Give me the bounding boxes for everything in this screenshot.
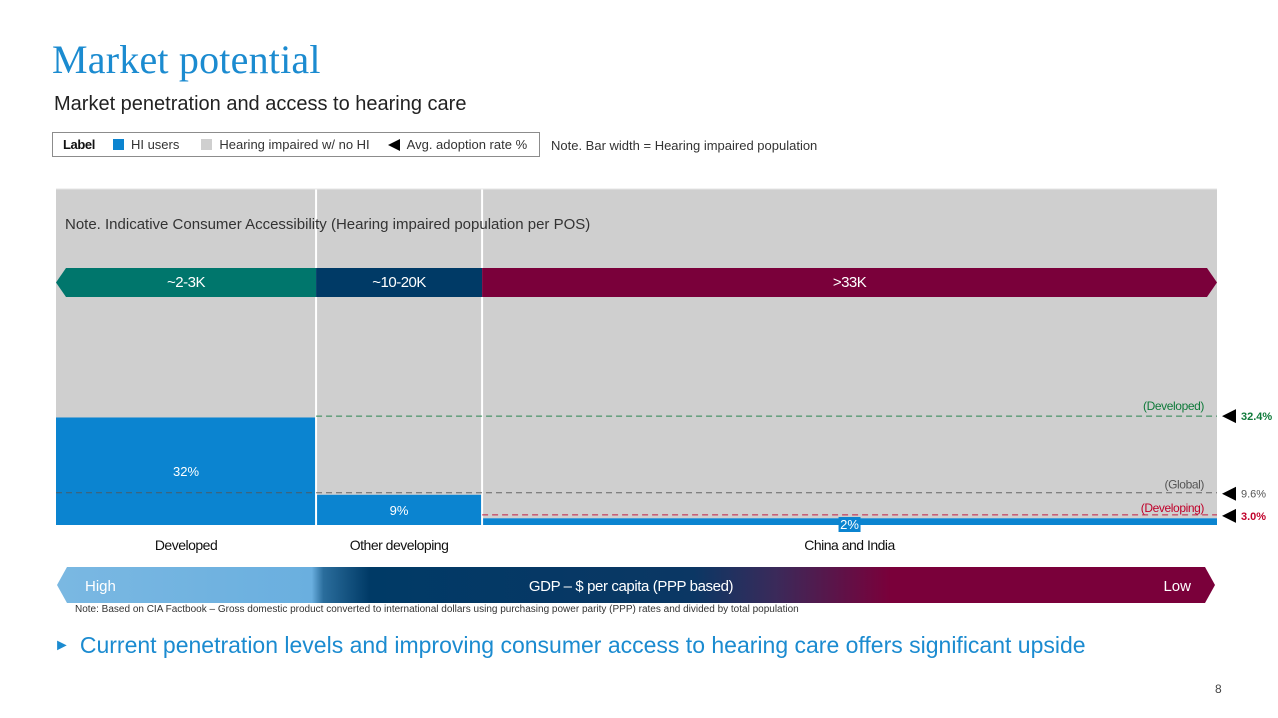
legend-item-no-hi: Hearing impaired w/ no HI bbox=[201, 137, 370, 152]
accessibility-band-1 bbox=[316, 268, 483, 297]
reference-line-name: (Developing) bbox=[1141, 501, 1205, 515]
legend: Label HI users Hearing impaired w/ no HI… bbox=[52, 132, 540, 157]
blue-square-icon bbox=[112, 139, 124, 150]
accessibility-band-0 bbox=[56, 268, 317, 297]
bar-hi-users-0 bbox=[56, 417, 317, 525]
category-label: China and India bbox=[804, 537, 895, 553]
accessibility-band-label: ~2-3K bbox=[167, 274, 205, 291]
left-triangle-icon bbox=[1222, 409, 1236, 424]
bar-width-note: Note. Bar width = Hearing impaired popul… bbox=[551, 138, 818, 153]
accessibility-band-label: ~10-20K bbox=[372, 274, 426, 291]
gdp-high-label: High bbox=[85, 578, 116, 595]
reference-line-name: (Developed) bbox=[1143, 399, 1204, 413]
bar-no-hi-0 bbox=[56, 189, 317, 418]
legend-item-label: Avg. adoption rate % bbox=[406, 137, 528, 152]
bar-no-hi-1 bbox=[316, 189, 483, 495]
reference-line-value: 3.0% bbox=[1241, 511, 1266, 523]
bar-no-hi-2 bbox=[482, 189, 1217, 519]
reference-line-value: 9.6% bbox=[1241, 489, 1266, 501]
gdp-axis-label: GDP – $ per capita (PPP based) bbox=[529, 578, 734, 595]
page-title: Market potential bbox=[52, 37, 321, 82]
legend-item-label: HI users bbox=[130, 137, 180, 152]
data-label: 2% bbox=[840, 517, 859, 532]
bar-hi-users-1 bbox=[316, 494, 483, 525]
legend-label: Label bbox=[63, 137, 95, 152]
legend-item-hi-users: HI users bbox=[112, 137, 180, 152]
gdp-footnote: Note: Based on CIA Factbook – Gross dome… bbox=[75, 604, 799, 615]
data-label: 9% bbox=[390, 503, 409, 518]
gray-square-icon bbox=[201, 139, 213, 150]
accessibility-note: Note. Indicative Consumer Accessibility … bbox=[65, 216, 590, 233]
reference-line-name: (Global) bbox=[1165, 478, 1205, 492]
page-subtitle: Market penetration and access to hearing… bbox=[54, 93, 467, 115]
page-number: 8 bbox=[1215, 682, 1222, 696]
left-triangle-icon bbox=[1222, 486, 1236, 501]
category-label: Other developing bbox=[350, 537, 449, 553]
accessibility-band-2 bbox=[482, 268, 1217, 297]
data-label-box bbox=[838, 517, 861, 532]
gdp-arrow bbox=[57, 567, 1215, 603]
key-takeaway: ► Current penetration levels and improvi… bbox=[54, 632, 1086, 659]
category-label: Developed bbox=[155, 537, 217, 553]
right-triangle-icon: ► bbox=[54, 636, 70, 654]
reference-line-value: 32.4% bbox=[1241, 411, 1272, 423]
accessibility-band-label: >33K bbox=[833, 274, 867, 291]
left-triangle-icon bbox=[387, 138, 400, 151]
legend-item-label: Hearing impaired w/ no HI bbox=[219, 137, 370, 152]
left-triangle-icon bbox=[1222, 508, 1236, 523]
takeaway-text: Current penetration levels and improving… bbox=[79, 632, 1086, 658]
legend-item-adoption: Avg. adoption rate % bbox=[387, 137, 528, 152]
data-label: 32% bbox=[173, 464, 199, 479]
gdp-low-label: Low bbox=[1163, 578, 1191, 595]
